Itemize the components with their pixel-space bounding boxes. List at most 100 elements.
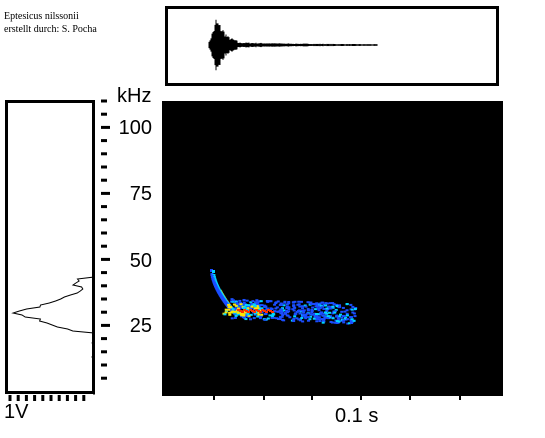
spectrogram-cell <box>257 310 260 312</box>
spectrogram-cell <box>314 308 318 311</box>
spectrogram-cell <box>282 304 286 307</box>
spectrogram-cell <box>294 312 298 315</box>
spectrogram-cell <box>242 301 246 304</box>
spectrogram-cell <box>259 307 263 310</box>
spectrogram-cell <box>230 317 234 320</box>
spectrogram-cell <box>247 314 251 317</box>
spectrogram-cell <box>252 303 256 306</box>
spectrogram-cell <box>234 314 238 317</box>
spectrogram-cell <box>237 303 241 306</box>
spectrogram-cell <box>321 321 325 324</box>
spectrogram-cell <box>315 318 319 321</box>
spectrogram-cell <box>292 320 296 323</box>
spectrogram-cell <box>288 316 292 319</box>
spectrogram-cell <box>323 316 327 319</box>
spectrogram-cell <box>242 299 246 302</box>
spectrogram-cell <box>334 321 338 324</box>
spectrogram-cell <box>237 313 241 316</box>
spectrogram-cell <box>325 310 329 313</box>
spectrogram-cell <box>249 309 252 311</box>
spectrogram-cell <box>335 320 339 323</box>
spectrogram-cell <box>212 276 216 280</box>
spectrogram-cell <box>227 308 231 311</box>
spectrogram-cell <box>256 301 260 304</box>
spectrogram-cell <box>283 301 287 304</box>
spectrogram-cell <box>246 305 250 308</box>
spectrogram-cell <box>233 310 237 313</box>
spectrogram-cell <box>316 313 320 316</box>
spectrogram-cell <box>274 307 278 310</box>
spectrogram-cell <box>333 311 337 314</box>
spectrogram-cell <box>347 322 351 325</box>
spectrogram-cell <box>265 299 269 302</box>
spectrogram-cell <box>260 313 264 316</box>
spectrogram-cell <box>322 312 326 315</box>
power-spectrum-panel <box>5 100 95 395</box>
spectrogram-cell <box>229 311 233 314</box>
spectrogram-cell <box>300 315 304 318</box>
spectrogram-cell <box>331 312 335 315</box>
spectrogram-cell <box>297 300 301 303</box>
spectrogram-cell <box>250 302 254 305</box>
spectrogram-cell <box>271 312 275 315</box>
spectrogram-cell <box>234 304 238 307</box>
spectrogram-cell <box>315 302 319 305</box>
spectrogram-cell <box>231 300 235 303</box>
spectrogram-cell <box>212 270 215 273</box>
species-name: Eptesicus nilssonii <box>4 11 79 22</box>
spectrogram-cell <box>343 315 347 318</box>
spectrogram-cell <box>280 315 284 318</box>
spectrogram-cell <box>306 319 310 322</box>
spectrogram-cell <box>304 305 308 308</box>
spectrogram-cell <box>293 300 297 303</box>
spectrogram-cell <box>337 318 341 321</box>
spectrogram-cell <box>243 311 247 314</box>
spectrogram-cell <box>349 320 353 323</box>
spectrogram-cell <box>329 305 333 308</box>
spectrogram-cell <box>259 311 262 313</box>
y-tick-label-50: 50 <box>129 250 152 272</box>
spectrogram-cell <box>257 304 261 307</box>
spectrogram-cell <box>306 301 310 304</box>
spectrogram-cell <box>329 320 333 323</box>
spectrogram-cell <box>309 301 313 304</box>
waveform-trace <box>208 19 378 71</box>
spectrogram-cell <box>343 310 347 313</box>
spectrogram-cell <box>352 319 356 322</box>
spectrogram-cell <box>270 316 274 319</box>
spectrogram-cell <box>233 316 237 319</box>
spectrogram-cell <box>234 309 238 312</box>
spectrogram-cell <box>353 315 357 318</box>
spectrogram-cell <box>344 316 348 319</box>
spectrogram-cell <box>264 305 268 308</box>
spectrogram-cell <box>297 318 301 321</box>
spectrogram-cell <box>292 309 296 312</box>
spectrogram-cell <box>334 308 338 311</box>
spectrogram-cell <box>310 308 314 311</box>
spectrogram-cell <box>255 305 259 308</box>
spectrogram-cell <box>239 301 243 304</box>
spectrogram-cell <box>350 316 354 319</box>
spectrogram-cell <box>228 311 232 314</box>
spectrogram-cell <box>300 309 304 312</box>
spectrogram-cell <box>309 315 313 318</box>
spectrogram-cell <box>228 313 232 316</box>
spectrogram-cell <box>350 318 354 321</box>
spectrogram-cell <box>239 303 243 306</box>
spectrogram-cell <box>342 319 346 322</box>
spectrogram-cell <box>335 315 339 318</box>
spectrogram-cell <box>345 309 349 312</box>
spectrogram-cell <box>280 309 284 312</box>
spectrogram-cell <box>341 314 345 317</box>
spectrogram-cell <box>247 304 251 307</box>
spectrogram-cell <box>276 310 280 313</box>
spectrogram-cell <box>326 315 330 318</box>
spectrogram-cell <box>322 308 326 311</box>
spectrogram-cell <box>315 314 319 317</box>
spectrogram-cell <box>281 318 285 321</box>
spectrogram-cell <box>225 310 229 313</box>
spectrogram-cell <box>253 305 257 308</box>
spectrogram-cell <box>240 314 244 317</box>
spectrogram-cell <box>246 313 250 316</box>
spectrogram-cell <box>342 321 346 324</box>
